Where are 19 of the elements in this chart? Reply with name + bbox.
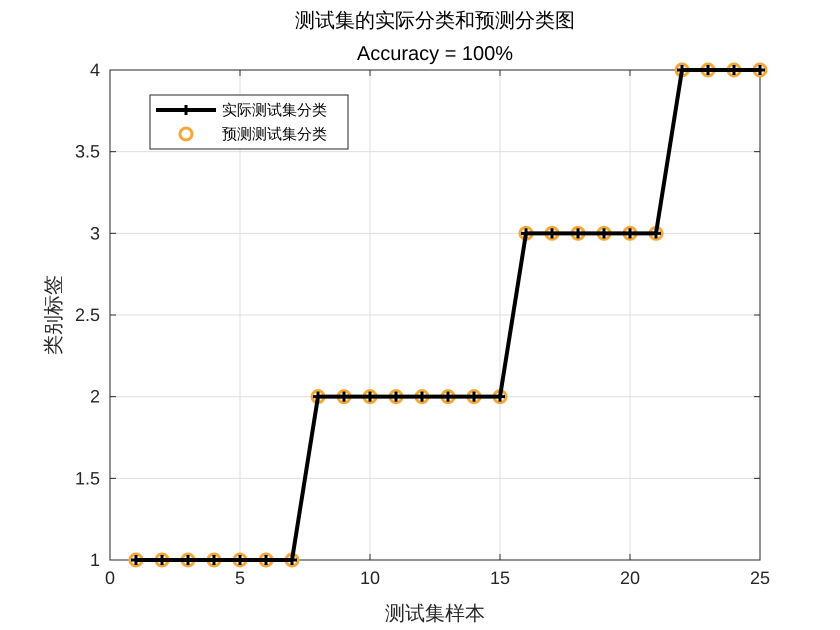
x-axis-title: 测试集样本 (385, 601, 485, 625)
chart-title: 测试集的实际分类和预测分类图 (295, 8, 575, 32)
y-tick-label: 4 (90, 60, 100, 80)
chart-subtitle: Accuracy = 100% (356, 43, 514, 65)
y-tick-label: 1 (90, 550, 100, 570)
x-tick-label: 0 (104, 568, 116, 588)
x-tick-label: 25 (750, 568, 770, 588)
y-tick-label: 3.5 (74, 142, 100, 162)
y-tick-label: 2 (90, 386, 100, 407)
legend-label: 实际测试集分类 (222, 101, 327, 119)
y-tick-label: 2.5 (74, 305, 100, 325)
y-axis-title: 类别标签 (41, 275, 65, 355)
x-tick-label: 10 (360, 568, 380, 588)
y-tick-label: 1.5 (74, 468, 100, 488)
x-tick-label: 5 (234, 568, 246, 588)
x-tick-label: 20 (620, 568, 640, 588)
y-tick-label: 3 (90, 223, 100, 244)
legend-label: 预测测试集分类 (222, 125, 327, 143)
x-tick-label: 15 (490, 568, 510, 588)
